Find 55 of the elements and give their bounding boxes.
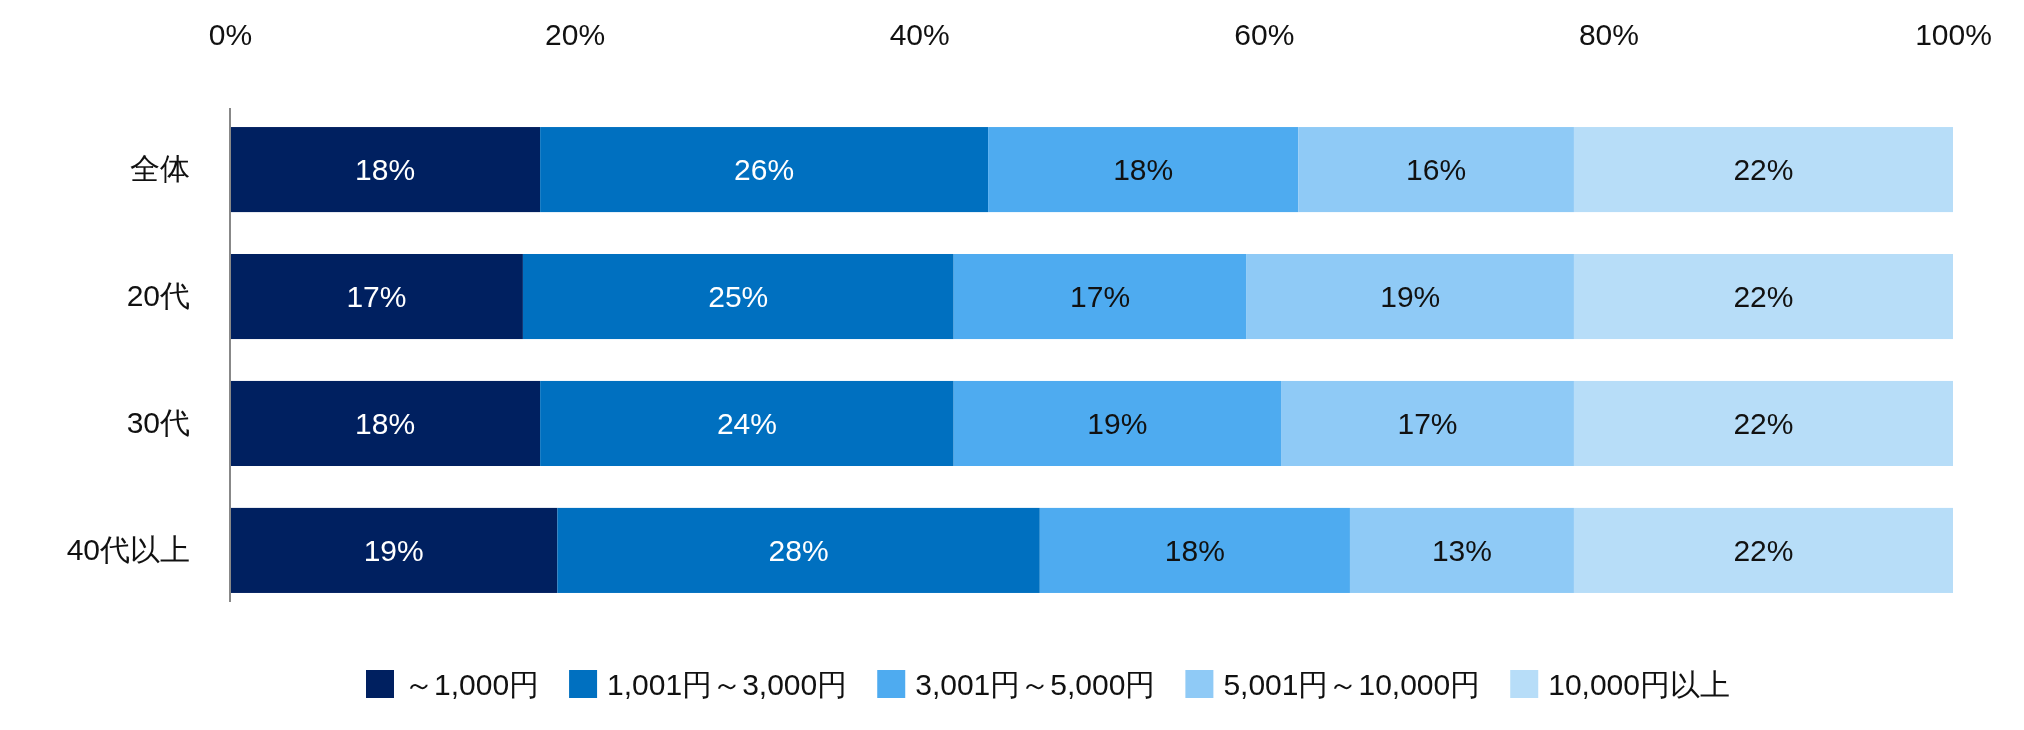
data-label: 19% bbox=[1087, 406, 1148, 440]
data-label: 19% bbox=[363, 533, 424, 567]
x-tick-label: 0% bbox=[208, 18, 253, 51]
data-label: 17% bbox=[1070, 280, 1131, 314]
data-label: 22% bbox=[1733, 153, 1794, 187]
bar bbox=[230, 507, 558, 593]
legend-label: ～1,000円 bbox=[404, 667, 540, 701]
x-tick-label: 20% bbox=[545, 18, 606, 51]
data-label: 22% bbox=[1733, 533, 1794, 567]
bar bbox=[988, 127, 1299, 213]
bar bbox=[522, 254, 954, 340]
legend-label: 5,001円～10,000円 bbox=[1223, 667, 1481, 701]
data-label: 26% bbox=[734, 153, 795, 187]
bar bbox=[230, 254, 523, 340]
bar bbox=[540, 127, 989, 213]
bar bbox=[557, 507, 1040, 593]
bar bbox=[230, 380, 541, 466]
legend-label: 10,000円以上 bbox=[1548, 667, 1730, 701]
bar bbox=[1349, 507, 1574, 593]
data-label: 16% bbox=[1406, 153, 1467, 187]
bar bbox=[1039, 507, 1350, 593]
data-label: 18% bbox=[355, 153, 416, 187]
data-label: 25% bbox=[708, 280, 769, 314]
y-tick-label: 20代 bbox=[126, 279, 190, 313]
data-label: 17% bbox=[346, 280, 407, 314]
data-label: 22% bbox=[1733, 406, 1794, 440]
bar bbox=[540, 380, 954, 466]
data-label: 19% bbox=[1380, 280, 1441, 314]
x-tick-label: 60% bbox=[1234, 18, 1295, 51]
bar bbox=[230, 127, 541, 213]
bar bbox=[1298, 127, 1574, 213]
bar bbox=[1281, 380, 1574, 466]
bar bbox=[1573, 254, 1953, 340]
data-label: 18% bbox=[1164, 533, 1225, 567]
bar bbox=[1573, 127, 1953, 213]
data-label: 28% bbox=[768, 533, 829, 567]
legend-label: 3,001円～5,000円 bbox=[915, 667, 1156, 701]
data-label: 13% bbox=[1431, 533, 1492, 567]
data-label: 18% bbox=[355, 406, 416, 440]
bar bbox=[953, 380, 1282, 466]
bar bbox=[1573, 507, 1953, 593]
y-tick-label: 30代 bbox=[126, 406, 190, 440]
x-tick-label: 100% bbox=[1915, 18, 1992, 51]
y-tick-label: 40代以上 bbox=[66, 533, 190, 567]
data-label: 22% bbox=[1733, 280, 1794, 314]
data-label: 17% bbox=[1397, 406, 1458, 440]
x-tick-label: 40% bbox=[889, 18, 950, 51]
bar bbox=[1573, 380, 1953, 466]
bar bbox=[1246, 254, 1574, 340]
legend-label: 1,001円～3,000円 bbox=[607, 667, 848, 701]
x-tick-label: 80% bbox=[1578, 18, 1639, 51]
bar bbox=[953, 254, 1247, 340]
data-label: 24% bbox=[716, 406, 777, 440]
data-label: 18% bbox=[1113, 153, 1174, 187]
y-tick-label: 全体 bbox=[130, 152, 190, 186]
